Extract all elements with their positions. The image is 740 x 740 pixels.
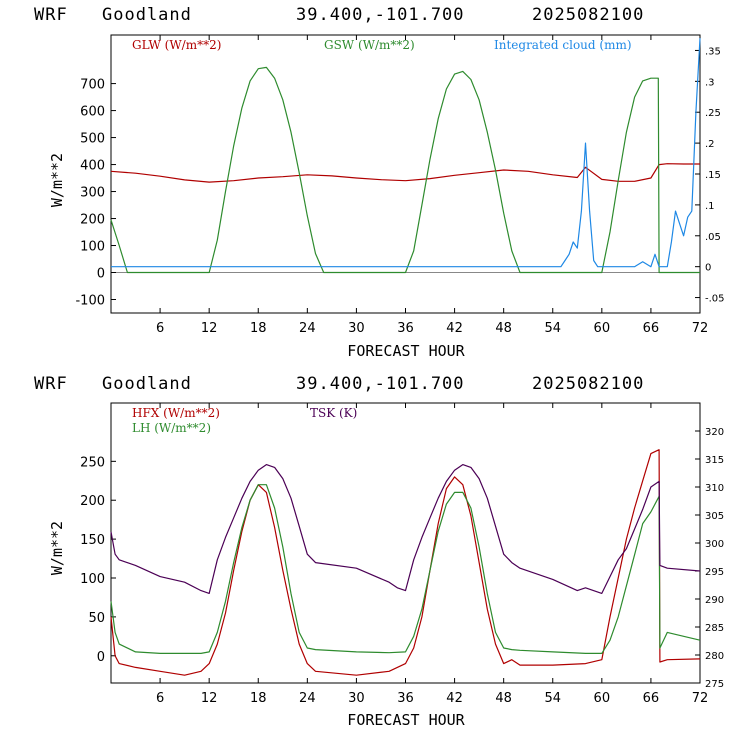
x-tick-label: 6 [156, 691, 164, 706]
y-tick-label: 500 [80, 132, 105, 147]
top-x-axis-label: FORECAST HOUR [347, 342, 465, 360]
x-tick-label: 54 [544, 691, 561, 706]
y2-tick-label: 290 [705, 595, 724, 606]
y2-tick-label: 295 [705, 567, 724, 578]
x-tick-label: 72 [692, 321, 709, 336]
top-header-date: 2025082100 [532, 5, 644, 25]
x-tick-label: 72 [692, 691, 709, 706]
y-tick-label: 250 [80, 455, 105, 470]
y2-tick-label: 285 [705, 623, 724, 634]
y-tick-label: 0 [97, 267, 105, 282]
x-tick-label: 12 [201, 691, 218, 706]
y2-tick-label: 315 [705, 455, 724, 466]
top-panel: WRF Goodland 39.400,-101.700 2025082100 … [34, 5, 725, 360]
x-tick-label: 66 [643, 691, 660, 706]
y-tick-label: 200 [80, 494, 105, 509]
series-line-glw [110, 163, 700, 183]
y-tick-label: 100 [80, 572, 105, 587]
y2-tick-label: 300 [705, 539, 724, 550]
plot-frame [110, 402, 701, 684]
x-tick-label: 12 [201, 321, 218, 336]
y-tick-label: 150 [80, 533, 105, 548]
y2-tick-label: .3 [705, 77, 715, 88]
y-tick-label: 300 [80, 186, 105, 201]
series-line-gsw [110, 66, 700, 274]
x-tick-label: 18 [250, 321, 267, 336]
x-tick-label: 30 [348, 691, 365, 706]
top-header-coords: 39.400,-101.700 [296, 5, 465, 25]
x-tick-label: 48 [495, 321, 512, 336]
x-tick-label: 24 [299, 691, 316, 706]
top-header-station: Goodland [102, 5, 192, 25]
x-tick-label: 60 [594, 321, 611, 336]
x-tick-label: 24 [299, 321, 316, 336]
bottom-header-station: Goodland [102, 374, 192, 394]
x-tick-label: 54 [544, 321, 561, 336]
top-legend-glw: GLW (W/m**2) [132, 38, 221, 52]
y2-tick-label: .1 [705, 201, 715, 212]
bottom-x-axis-label: FORECAST HOUR [347, 711, 465, 729]
x-tick-label: 36 [397, 691, 414, 706]
top-y-axis-label: W/m**2 [48, 153, 66, 207]
top-header: WRF Goodland 39.400,-101.700 2025082100 [34, 5, 644, 25]
bottom-header-model: WRF [34, 374, 68, 394]
series-line-hfx [110, 449, 701, 676]
y2-tick-label: 305 [705, 511, 724, 522]
y2-tick-label: -.05 [705, 294, 725, 305]
x-tick-label: 6 [156, 321, 164, 336]
x-tick-label: 36 [397, 321, 414, 336]
y2-tick-label: 275 [705, 679, 724, 690]
x-tick-label: 42 [446, 321, 463, 336]
y2-tick-label: .15 [705, 170, 721, 181]
y-tick-label: 400 [80, 159, 105, 174]
y2-tick-label: 0 [705, 263, 711, 274]
series-line-integrated [111, 38, 701, 268]
y-tick-label: 100 [80, 240, 105, 255]
top-header-model: WRF [34, 5, 68, 25]
y-tick-label: -100 [75, 294, 105, 309]
x-tick-label: 60 [594, 691, 611, 706]
bottom-header-date: 2025082100 [532, 374, 644, 394]
y2-tick-label: 310 [705, 483, 724, 494]
top-legend-cloud: Integrated cloud (mm) [494, 38, 632, 52]
top-plot-area: 6 12 18 24 30 36 42 48 54 60 66 72 -100 0 100 200 300 400… [75, 34, 725, 336]
y2-tick-label: 280 [705, 651, 724, 662]
bottom-header: WRF Goodland 39.400,-101.700 2025082100 [34, 374, 644, 394]
y-tick-label: 50 [88, 611, 105, 626]
y-tick-label: 600 [80, 105, 105, 120]
x-tick-label: 66 [643, 321, 660, 336]
bottom-legend-lh: LH (W/m**2) [132, 421, 211, 435]
bottom-legend-hfx: HFX (W/m**2) [132, 406, 220, 420]
bottom-legend-tsk: TSK (K) [310, 406, 357, 420]
x-tick-label: 42 [446, 691, 463, 706]
y-tick-label: 200 [80, 213, 105, 228]
y2-tick-label: .35 [705, 46, 721, 57]
bottom-panel: WRF Goodland 39.400,-101.700 2025082100 … [34, 374, 724, 729]
y2-tick-label: 320 [705, 427, 724, 438]
bottom-plot-area: 6 12 18 24 30 36 42 48 54 60 66 72 0 50 100 150 200 250 27… [80, 402, 724, 706]
top-legend-gsw: GSW (W/m**2) [324, 38, 415, 52]
y2-tick-label: .2 [705, 139, 715, 150]
x-tick-label: 30 [348, 321, 365, 336]
y2-tick-label: .05 [705, 232, 721, 243]
series-line-tsk [110, 464, 701, 595]
y-tick-label: 700 [80, 78, 105, 93]
x-tick-label: 18 [250, 691, 267, 706]
bottom-header-coords: 39.400,-101.700 [296, 374, 465, 394]
y2-tick-label: .25 [705, 108, 721, 119]
y-tick-label: 0 [97, 650, 105, 665]
series-line-lh [110, 484, 701, 655]
x-tick-label: 48 [495, 691, 512, 706]
bottom-y-axis-label: W/m**2 [48, 521, 66, 575]
